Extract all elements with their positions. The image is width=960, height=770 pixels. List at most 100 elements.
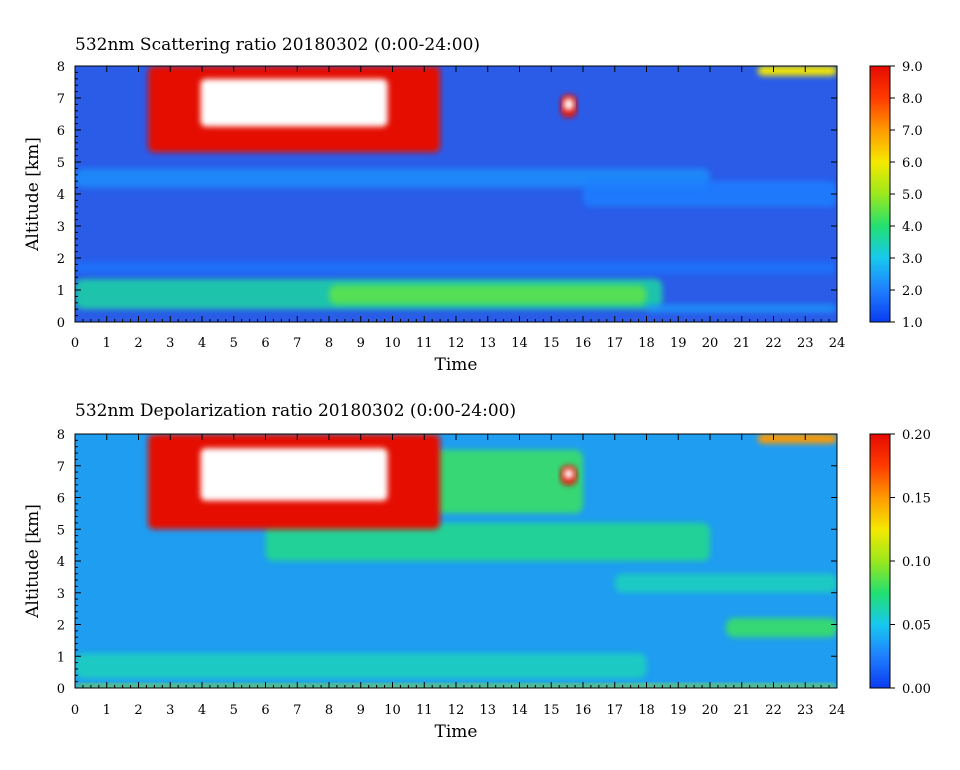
y-tick-label: 6 [57, 124, 65, 139]
data-band-6 [583, 181, 837, 207]
y-tick-label: 4 [57, 555, 65, 570]
x-tick-label: 3 [166, 703, 174, 718]
x-tick-label: 14 [511, 703, 528, 718]
x-tick-label: 17 [606, 703, 623, 718]
data-band-3 [646, 304, 837, 313]
x-tick-label: 24 [829, 703, 846, 718]
y-tick-label: 3 [57, 587, 65, 602]
x-tick-label: 18 [638, 336, 655, 351]
x-tick-label: 9 [357, 336, 365, 351]
x-tick-label: 0 [71, 703, 79, 718]
y-tick-label: 2 [57, 252, 65, 267]
colorbar-tick-label: 7.0 [902, 124, 923, 139]
colorbar-tick-label: 0.05 [902, 619, 931, 634]
x-tick-label: 6 [261, 336, 269, 351]
y-tick-label: 1 [57, 284, 65, 299]
data-band-4 [614, 573, 837, 593]
y-tick-label: 0 [57, 682, 65, 697]
colorbar-tick-label: 3.0 [902, 252, 923, 267]
x-tick-label: 4 [198, 703, 206, 718]
x-tick-label: 17 [606, 336, 623, 351]
x-tick-label: 7 [293, 336, 301, 351]
x-tick-label: 11 [416, 336, 433, 351]
x-tick-label: 2 [134, 336, 142, 351]
y-tick-label: 1 [57, 650, 65, 665]
x-tick-label: 3 [166, 336, 174, 351]
y-tick-label: 5 [57, 156, 65, 171]
y-tick-label: 2 [57, 619, 65, 634]
x-tick-label: 22 [765, 336, 782, 351]
x-tick-label: 1 [103, 703, 111, 718]
y-tick-label: 5 [57, 523, 65, 538]
x-tick-label: 15 [543, 336, 560, 351]
x-tick-label: 11 [416, 703, 433, 718]
colorbar-tick-label: 8.0 [902, 92, 923, 107]
data-band-3 [265, 522, 710, 561]
data-band-2 [75, 653, 647, 679]
x-tick-label: 10 [384, 703, 401, 718]
x-tick-label: 5 [230, 703, 238, 718]
x-tick-label: 7 [293, 703, 301, 718]
x-tick-label: 23 [797, 703, 814, 718]
chart-panel-2: 532nm Depolarization ratio 20180302 (0:0… [23, 401, 931, 742]
saturated-region-8 [563, 98, 574, 111]
data-cloud-9 [757, 66, 837, 76]
x-tick-label: 21 [733, 703, 750, 718]
colorbar-tick-label: 9.0 [902, 60, 923, 75]
x-tick-label: 16 [575, 336, 592, 351]
y-tick-label: 7 [57, 460, 65, 475]
saturated-region-7 [200, 78, 388, 127]
y-tick-label: 4 [57, 188, 65, 203]
x-tick-label: 8 [325, 703, 333, 718]
x-tick-label: 21 [733, 336, 750, 351]
x-tick-label: 9 [357, 703, 365, 718]
x-tick-label: 16 [575, 703, 592, 718]
colorbar-tick-label: 2.0 [902, 284, 923, 299]
x-tick-label: 19 [670, 703, 687, 718]
data-cloud-9 [757, 434, 837, 444]
plot-area [75, 434, 837, 688]
x-tick-label: 6 [261, 703, 269, 718]
saturated-region-8 [563, 468, 574, 480]
y-axis-label: Altitude [km] [23, 504, 43, 619]
y-tick-label: 7 [57, 92, 65, 107]
x-tick-label: 20 [702, 336, 719, 351]
x-tick-label: 24 [829, 336, 846, 351]
data-band-5 [75, 168, 710, 188]
colorbar-tick-label: 0.00 [902, 682, 931, 697]
x-axis-label: Time [435, 355, 478, 375]
saturated-region-7 [200, 448, 388, 501]
x-tick-label: 22 [765, 703, 782, 718]
colorbar-tick-label: 0.10 [902, 555, 931, 570]
colorbar-tick-label: 0.15 [902, 492, 931, 507]
x-tick-label: 14 [511, 336, 528, 351]
y-tick-label: 8 [57, 60, 65, 75]
y-tick-label: 3 [57, 220, 65, 235]
x-tick-label: 20 [702, 703, 719, 718]
colorbar [869, 65, 891, 323]
x-tick-label: 19 [670, 336, 687, 351]
x-tick-label: 2 [134, 703, 142, 718]
plot-area [75, 66, 837, 322]
x-tick-label: 23 [797, 336, 814, 351]
x-tick-label: 15 [543, 703, 560, 718]
data-band-4 [75, 261, 837, 274]
y-tick-label: 6 [57, 492, 65, 507]
colorbar-tick-label: 0.20 [902, 428, 931, 443]
y-axis-label: Altitude [km] [23, 137, 43, 252]
colorbar-tick-label: 4.0 [902, 220, 923, 235]
x-tick-label: 1 [103, 336, 111, 351]
y-tick-label: 8 [57, 428, 65, 443]
chart-title: 532nm Scattering ratio 20180302 (0:00-24… [75, 35, 480, 55]
x-tick-label: 13 [479, 336, 496, 351]
x-tick-label: 12 [448, 703, 465, 718]
x-tick-label: 13 [479, 703, 496, 718]
x-tick-label: 18 [638, 703, 655, 718]
x-tick-label: 0 [71, 336, 79, 351]
x-axis-label: Time [435, 722, 478, 742]
colorbar-tick-label: 5.0 [902, 188, 923, 203]
chart-panel-1: 532nm Scattering ratio 20180302 (0:00-24… [23, 35, 923, 375]
data-band-2 [329, 285, 647, 305]
x-tick-label: 8 [325, 336, 333, 351]
